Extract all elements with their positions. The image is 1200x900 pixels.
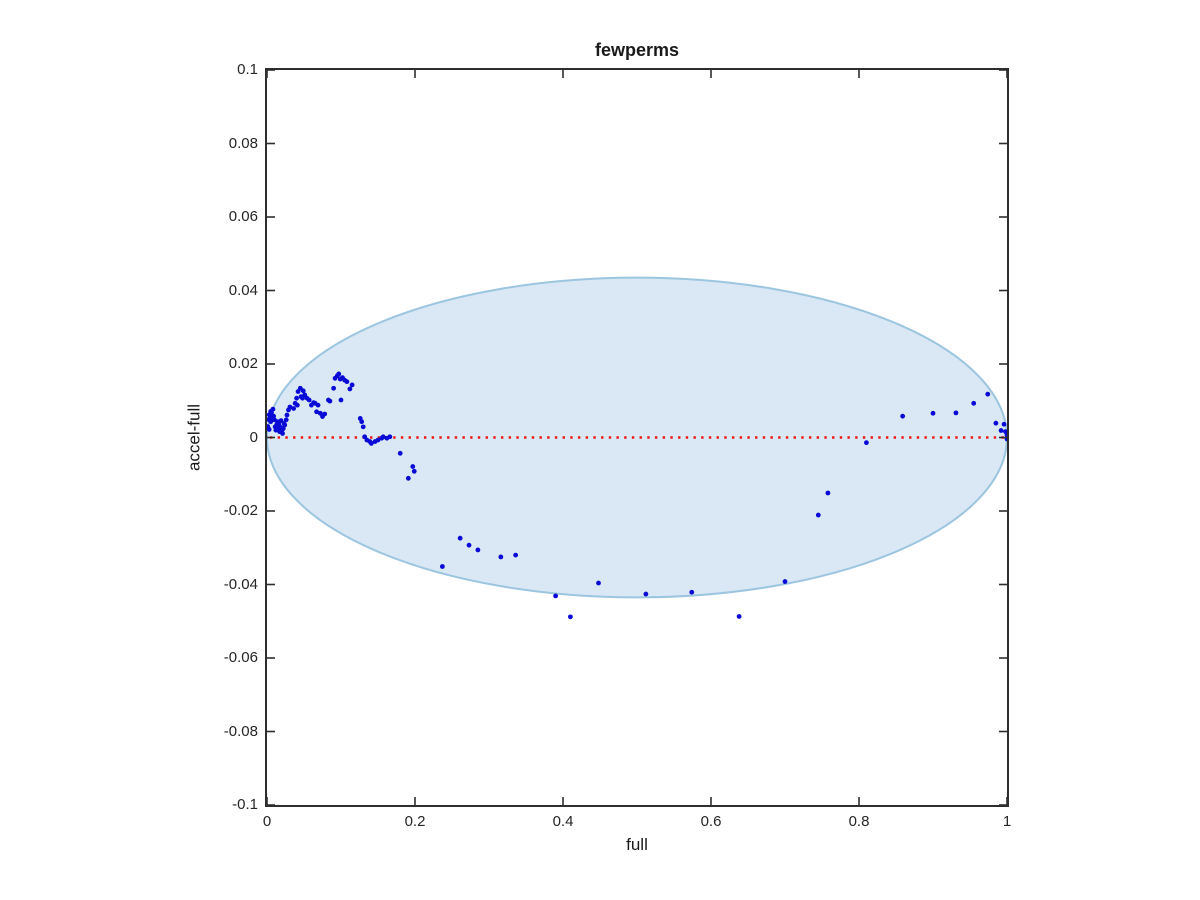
data-point bbox=[322, 411, 328, 417]
y-tick-label: -0.04 bbox=[223, 575, 258, 593]
y-tick-label: 0.1 bbox=[237, 61, 258, 78]
data-point bbox=[993, 420, 999, 426]
data-point bbox=[380, 434, 386, 440]
data-point bbox=[475, 547, 481, 553]
data-point bbox=[643, 591, 649, 597]
y-tick-label: 0 bbox=[249, 428, 258, 446]
data-point bbox=[815, 512, 821, 518]
y-tick-label: -0.02 bbox=[223, 502, 258, 519]
x-tick-label: 1 bbox=[1002, 813, 1012, 830]
y-tick-label: 0.02 bbox=[228, 355, 258, 372]
y-tick-label: 0.06 bbox=[228, 208, 258, 225]
data-point bbox=[294, 402, 300, 408]
chart-canvas bbox=[267, 70, 1007, 805]
data-point bbox=[411, 468, 417, 474]
x-tick-label: 0.8 bbox=[848, 813, 870, 830]
y-tick-label: -0.1 bbox=[232, 796, 258, 813]
data-point bbox=[457, 535, 463, 541]
y-tick-label: 0.04 bbox=[228, 281, 258, 299]
data-point bbox=[985, 391, 991, 397]
y-tick-label: -0.08 bbox=[223, 722, 258, 740]
x-tick-label: 0.6 bbox=[700, 813, 722, 830]
data-point bbox=[287, 404, 293, 410]
data-point bbox=[349, 382, 355, 388]
data-point bbox=[271, 413, 277, 419]
data-point bbox=[360, 424, 366, 430]
data-point bbox=[439, 564, 445, 569]
data-point bbox=[387, 434, 393, 440]
data-point bbox=[267, 427, 272, 432]
x-tick-label: 0.4 bbox=[552, 813, 574, 830]
data-point bbox=[689, 589, 695, 595]
data-point bbox=[315, 402, 321, 408]
data-point bbox=[284, 412, 290, 418]
data-point bbox=[405, 475, 411, 481]
data-point bbox=[278, 418, 284, 423]
data-point bbox=[300, 388, 306, 394]
data-point bbox=[410, 464, 416, 469]
data-point bbox=[736, 614, 742, 619]
data-point bbox=[347, 386, 353, 392]
data-point bbox=[344, 379, 350, 385]
plot-title: fewperms bbox=[594, 40, 680, 60]
data-point bbox=[513, 552, 519, 558]
data-point bbox=[498, 554, 504, 560]
data-point bbox=[596, 580, 601, 586]
data-point bbox=[327, 398, 333, 404]
data-point bbox=[1001, 421, 1007, 427]
data-point bbox=[930, 410, 936, 416]
data-point bbox=[338, 397, 344, 403]
x-tick-label: 0.2 bbox=[404, 813, 426, 830]
data-point bbox=[900, 413, 906, 419]
data-point bbox=[553, 593, 558, 599]
data-point bbox=[568, 614, 573, 620]
data-point bbox=[280, 431, 285, 436]
data-point bbox=[825, 490, 831, 496]
data-point bbox=[368, 440, 374, 446]
data-point bbox=[283, 417, 289, 423]
data-point bbox=[336, 371, 342, 377]
data-point bbox=[953, 410, 959, 416]
data-point bbox=[282, 422, 288, 428]
data-point bbox=[782, 579, 788, 584]
data-point bbox=[331, 385, 336, 391]
data-point bbox=[1004, 432, 1007, 438]
plot-area bbox=[265, 68, 1009, 807]
x-axis-label: full bbox=[626, 835, 648, 854]
data-point bbox=[998, 428, 1004, 433]
data-point bbox=[466, 542, 472, 548]
data-point bbox=[971, 400, 977, 406]
data-point bbox=[291, 406, 297, 411]
data-point bbox=[270, 406, 276, 412]
data-point bbox=[314, 409, 319, 415]
data-point bbox=[359, 419, 365, 425]
x-tick-label: 0 bbox=[262, 813, 272, 830]
y-tick-label: -0.06 bbox=[223, 649, 258, 666]
data-point bbox=[375, 437, 381, 443]
data-point bbox=[280, 426, 286, 432]
data-point bbox=[397, 450, 403, 456]
y-tick-label: 0.08 bbox=[228, 134, 258, 152]
data-point bbox=[306, 397, 312, 403]
data-point bbox=[864, 440, 869, 446]
data-point bbox=[294, 395, 299, 401]
confidence-ellipse bbox=[267, 276, 1007, 599]
